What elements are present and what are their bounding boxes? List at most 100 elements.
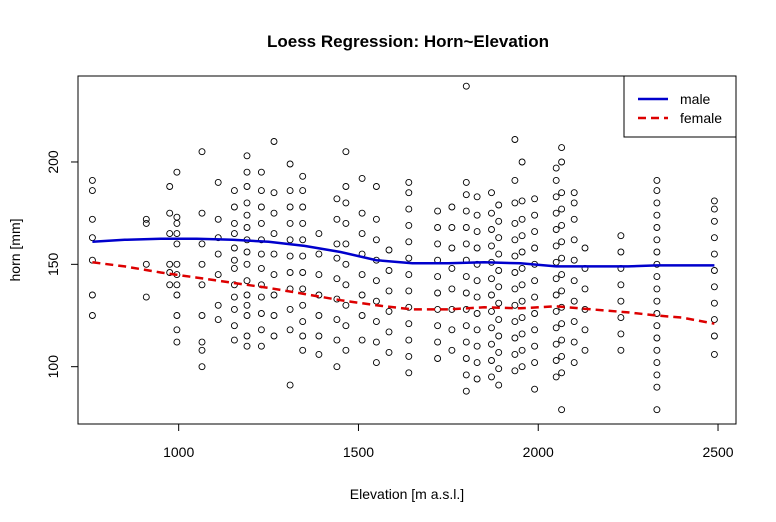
data-point — [270, 332, 278, 340]
data-point — [710, 205, 718, 213]
data-point — [488, 291, 495, 299]
data-point — [653, 285, 661, 293]
data-point — [495, 299, 503, 307]
data-point — [173, 326, 181, 334]
data-point — [333, 336, 341, 344]
data-point — [243, 224, 251, 231]
data-point — [342, 346, 350, 354]
data-point — [230, 203, 238, 211]
data-point — [710, 250, 718, 258]
data-point — [531, 359, 539, 367]
data-point — [142, 215, 150, 223]
data-point — [653, 224, 661, 231]
data-point — [299, 269, 307, 276]
data-point — [558, 271, 566, 279]
data-point — [473, 211, 481, 219]
data-point — [333, 275, 341, 283]
data-point — [385, 246, 393, 254]
data-point — [473, 277, 481, 285]
data-point — [518, 346, 526, 354]
data-point — [558, 406, 566, 414]
data-point — [173, 213, 181, 221]
data-point — [299, 301, 307, 309]
data-point — [342, 219, 350, 227]
data-point — [315, 250, 323, 258]
data-point — [581, 244, 589, 252]
data-point — [710, 217, 718, 225]
data-point — [372, 297, 380, 305]
data-point — [243, 312, 251, 319]
data-point — [198, 209, 206, 217]
data-point — [462, 355, 470, 362]
data-point — [214, 215, 222, 223]
data-point — [531, 244, 539, 252]
data-point — [495, 217, 503, 225]
data-point — [488, 307, 495, 315]
data-point — [230, 322, 238, 330]
data-point — [286, 305, 294, 313]
data-point — [617, 248, 625, 256]
data-point — [581, 326, 589, 334]
data-point — [518, 158, 526, 166]
data-point — [230, 187, 238, 195]
data-point — [299, 187, 307, 195]
data-point — [462, 387, 470, 395]
data-point — [230, 293, 238, 301]
data-point — [617, 330, 625, 338]
data-point — [385, 328, 393, 336]
data-point — [333, 316, 341, 324]
data-point — [617, 232, 625, 240]
data-point — [448, 346, 456, 354]
data-point — [372, 215, 380, 223]
data-point — [405, 178, 413, 186]
data-point — [230, 230, 238, 238]
data-point — [531, 293, 539, 301]
data-point — [434, 338, 442, 346]
data-point — [488, 226, 495, 233]
data-point — [448, 326, 456, 334]
data-point — [173, 219, 181, 227]
data-point — [342, 199, 350, 207]
data-point — [257, 168, 265, 176]
data-point — [270, 189, 278, 197]
data-point — [570, 215, 578, 223]
data-point — [270, 209, 278, 217]
data-point — [405, 238, 413, 246]
data-point — [198, 281, 206, 289]
data-point — [342, 240, 350, 248]
data-point — [511, 301, 519, 309]
data-point — [511, 334, 519, 342]
data-point — [214, 250, 222, 258]
data-point — [511, 176, 519, 184]
data-point — [518, 197, 526, 205]
data-point — [531, 342, 539, 350]
data-point — [405, 352, 413, 360]
data-point — [710, 283, 718, 291]
data-point — [653, 346, 661, 354]
data-point — [173, 291, 181, 299]
data-point — [166, 209, 174, 217]
data-point — [558, 221, 566, 229]
male-loess-line — [92, 237, 715, 268]
data-point — [257, 203, 265, 211]
data-point — [653, 199, 661, 207]
data-point — [531, 385, 539, 393]
scatter-points — [88, 82, 718, 414]
data-point — [710, 299, 718, 307]
data-point — [448, 224, 456, 231]
x-axis-label: Elevation [m a.s.l.] — [350, 486, 464, 502]
data-point — [166, 269, 174, 276]
data-point — [230, 336, 238, 344]
data-point — [88, 215, 96, 223]
data-point — [552, 324, 560, 332]
data-point — [552, 209, 560, 217]
data-point — [299, 172, 307, 180]
data-point — [173, 312, 181, 319]
data-point — [558, 189, 566, 197]
y-axis-label: horn [mm] — [7, 218, 23, 281]
data-point — [342, 322, 350, 330]
data-point — [570, 297, 578, 305]
data-point — [653, 297, 661, 305]
data-point — [495, 348, 503, 356]
data-point — [558, 158, 566, 166]
